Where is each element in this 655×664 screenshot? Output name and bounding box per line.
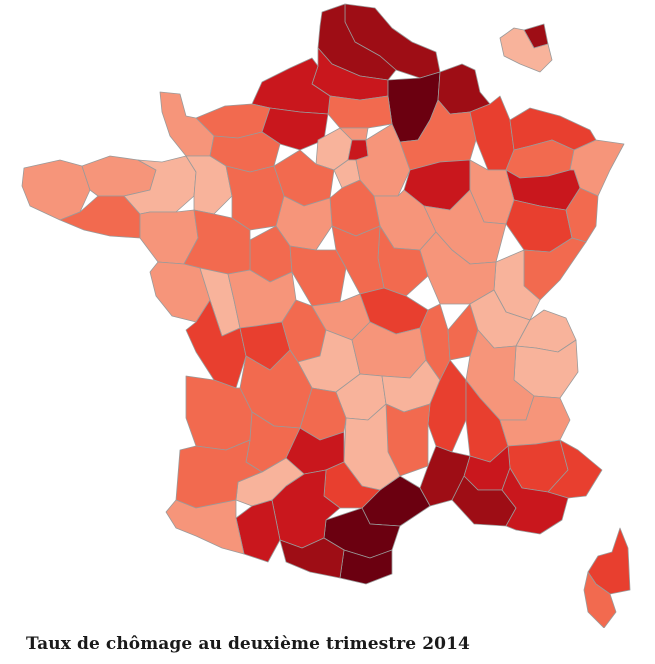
dept-alpes-maritimes: [547, 439, 603, 499]
dept-sarthe: [225, 165, 285, 231]
dept-oise: [327, 95, 393, 129]
dept-indre: [289, 245, 347, 307]
dept-corse-du-sud: [583, 571, 617, 628]
dept-saone-et-loire: [419, 231, 497, 305]
dept-puy-de-dome: [351, 321, 427, 379]
france-choropleth-map: [21, 3, 631, 628]
map-caption: Taux de chômage au deuxième trimestre 20…: [26, 634, 470, 654]
dept-ardennes: [437, 63, 491, 115]
dept-pas-de-calais: [317, 3, 397, 81]
dept-var: [501, 467, 569, 535]
dept-charente-maritime: [185, 299, 247, 389]
dept-pyrenees-atlantiques: [165, 499, 245, 555]
dept-finistere: [21, 159, 91, 221]
map-svg: [21, 3, 631, 628]
dept-nord-inset-west: [499, 27, 553, 73]
dept-ariege: [279, 537, 345, 579]
